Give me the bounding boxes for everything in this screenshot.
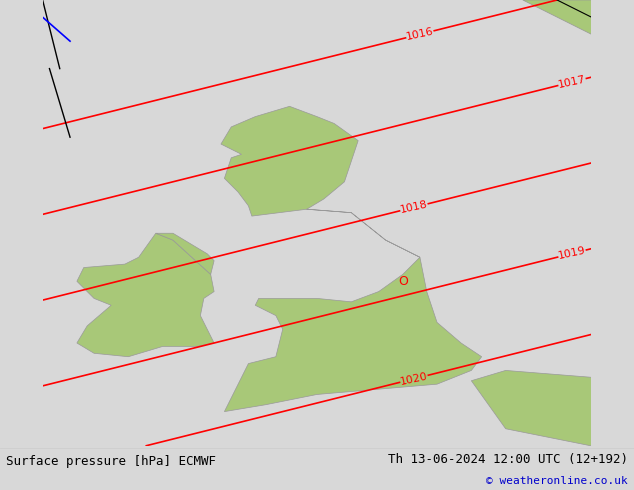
Text: Th 13-06-2024 12:00 UTC (12+192): Th 13-06-2024 12:00 UTC (12+192) [387, 453, 628, 466]
Polygon shape [523, 0, 592, 34]
Text: 1020: 1020 [399, 371, 429, 387]
Text: O: O [398, 275, 408, 288]
Text: 1016: 1016 [405, 26, 435, 42]
Polygon shape [156, 233, 214, 274]
Text: 1017: 1017 [557, 74, 587, 90]
Text: © weatheronline.co.uk: © weatheronline.co.uk [486, 476, 628, 486]
Polygon shape [221, 106, 482, 412]
Text: Surface pressure [hPa] ECMWF: Surface pressure [hPa] ECMWF [6, 455, 216, 468]
Text: 1018: 1018 [399, 199, 429, 215]
Text: 1019: 1019 [557, 245, 587, 261]
Polygon shape [77, 233, 214, 357]
Polygon shape [471, 370, 592, 446]
